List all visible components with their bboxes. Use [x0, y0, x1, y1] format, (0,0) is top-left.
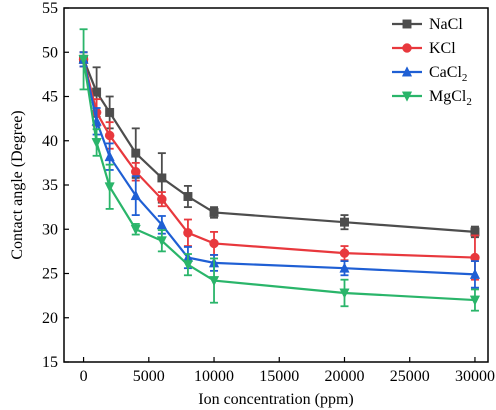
data-point	[469, 268, 481, 279]
data-point	[182, 260, 194, 271]
data-point	[209, 238, 219, 249]
data-point	[209, 207, 219, 217]
data-point	[156, 236, 167, 247]
legend-label: NaCl	[429, 16, 463, 33]
data-point	[130, 224, 141, 236]
y-tick-label: 40	[42, 133, 58, 150]
x-tick-label: 25000	[390, 368, 430, 385]
axis-ticks: 0 5000 10000 15000 20000 25000 30000 15 20 25 30 35…	[42, 0, 495, 385]
series-KCl	[78, 51, 480, 281]
data-point	[157, 173, 167, 183]
data-point	[131, 166, 141, 177]
legend-item-KCl: KCl	[392, 40, 456, 57]
data-point	[92, 87, 102, 97]
data-point	[183, 228, 193, 238]
legend-item-CaCl2: CaCl2	[392, 64, 467, 84]
legend-marker	[402, 19, 412, 29]
y-tick-label: 55	[42, 0, 58, 17]
data-point	[208, 276, 220, 287]
legend-item-NaCl: NaCl	[392, 16, 463, 33]
y-tick-label: 15	[42, 354, 58, 371]
legend-marker	[402, 43, 412, 53]
data-point	[340, 217, 349, 227]
data-point	[130, 189, 141, 201]
legend: NaCl KCl CaCl2 MgCl2	[392, 16, 472, 108]
y-tick-label: 30	[42, 221, 58, 238]
data-point	[131, 148, 141, 158]
series-line	[82, 58, 476, 234]
legend-label: CaCl2	[429, 64, 467, 84]
data-point	[157, 194, 167, 204]
x-axis-title: Ion concentration (ppm)	[198, 391, 354, 408]
data-point	[183, 192, 193, 201]
x-tick-label: 0	[80, 368, 88, 385]
legend-marker	[401, 91, 413, 102]
data-point	[105, 107, 115, 117]
y-tick-label: 25	[42, 266, 58, 283]
data-point	[339, 288, 350, 299]
legend-item-MgCl2: MgCl2	[392, 88, 472, 108]
y-axis-title: Contact angle (Degree)	[9, 110, 26, 259]
data-point	[339, 262, 350, 273]
series-layer	[78, 28, 481, 312]
series-NaCl	[79, 51, 480, 239]
data-point	[78, 54, 89, 66]
data-point	[104, 182, 115, 193]
y-tick-label: 50	[42, 44, 58, 61]
data-point	[104, 130, 115, 141]
series-MgCl2	[78, 28, 481, 312]
legend-label: MgCl2	[429, 88, 472, 108]
x-tick-label: 30000	[455, 368, 495, 385]
x-tick-label: 5000	[133, 368, 165, 385]
x-tick-label: 10000	[194, 368, 234, 385]
data-point	[469, 295, 481, 306]
legend-label: KCl	[429, 40, 456, 57]
series-line	[82, 59, 476, 276]
data-point	[339, 248, 350, 258]
legend-marker	[401, 66, 413, 77]
y-tick-label: 20	[42, 310, 58, 327]
data-point	[91, 138, 102, 149]
y-tick-label: 45	[42, 89, 58, 106]
x-tick-label: 20000	[324, 368, 364, 385]
y-tick-label: 35	[42, 177, 58, 194]
data-point	[104, 150, 115, 162]
data-point	[156, 219, 167, 230]
x-tick-label: 15000	[259, 368, 299, 385]
